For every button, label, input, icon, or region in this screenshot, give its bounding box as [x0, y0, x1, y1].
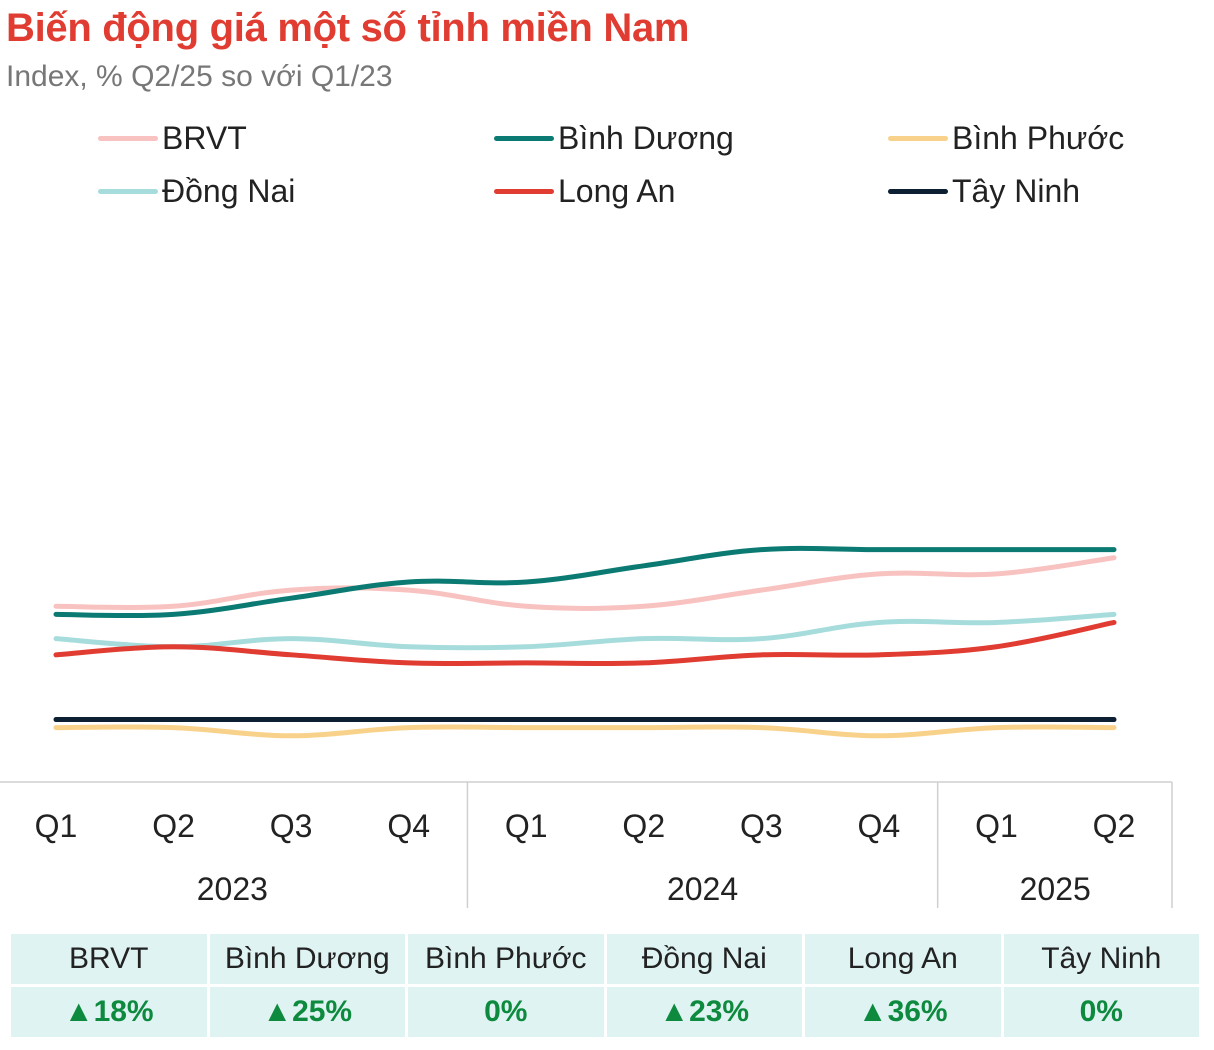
legend-label: Tây Ninh [952, 173, 1081, 209]
legend-swatch [98, 189, 158, 194]
series-line-brvt [53, 555, 1117, 611]
legend: BRVT Bình Dương Bình Phước Đồng Nai Long… [0, 110, 1214, 230]
legend-item-long-an: Long An [494, 173, 675, 210]
x-tick-label: Q2 [1093, 808, 1136, 844]
summary-value-cell: ▲23% [606, 987, 802, 1037]
summary-header-cell: Bình Dương [209, 934, 405, 984]
x-tick-label: Q4 [387, 808, 430, 844]
summary-header-cell: Tây Ninh [1003, 934, 1199, 984]
summary-value-cell: 0% [408, 987, 604, 1037]
legend-swatch [888, 136, 948, 141]
chart-title: Biến động giá một số tỉnh miền Nam [6, 6, 690, 50]
summary-header-cell: Long An [805, 934, 1001, 984]
legend-label: Bình Phước [952, 120, 1125, 156]
legend-swatch [98, 136, 158, 141]
x-tick-label: Q1 [505, 808, 548, 844]
x-tick-label: Q3 [270, 808, 313, 844]
legend-item-binh-duong: Bình Dương [494, 120, 734, 157]
summary-value-row: ▲18% ▲25% 0% ▲23% ▲36% 0% [11, 987, 1199, 1037]
legend-item-binh-phuoc: Bình Phước [888, 120, 1124, 157]
summary-value-cell: 0% [1003, 987, 1199, 1037]
summary-value-cell: ▲18% [11, 987, 207, 1037]
legend-label: Long An [558, 173, 676, 209]
year-label: 2024 [667, 871, 738, 907]
year-label: 2025 [1020, 871, 1091, 907]
series-line-long-an [53, 619, 1117, 667]
legend-label: BRVT [162, 120, 247, 156]
summary-header-row: BRVT Bình Dương Bình Phước Đồng Nai Long… [11, 934, 1199, 984]
x-tick-label: Q2 [152, 808, 195, 844]
legend-swatch [494, 189, 554, 194]
summary-table: BRVT Bình Dương Bình Phước Đồng Nai Long… [8, 934, 1202, 1037]
legend-swatch [494, 136, 554, 141]
series-line-dong-nai [53, 611, 1117, 651]
year-label: 2023 [197, 871, 268, 907]
legend-item-brvt: BRVT [98, 120, 247, 157]
legend-item-tay-ninh: Tây Ninh [888, 173, 1080, 210]
summary-header-cell: BRVT [11, 934, 207, 984]
summary-header-cell: Đồng Nai [606, 934, 802, 984]
series-line-binh-phuoc [53, 724, 1117, 739]
summary-value-cell: ▲36% [805, 987, 1001, 1037]
x-tick-label: Q2 [622, 808, 665, 844]
x-tick-label: Q1 [35, 808, 78, 844]
summary-value-cell: ▲25% [209, 987, 405, 1037]
series-line-binh-duong [53, 545, 1117, 619]
chart-subtitle: Index, % Q2/25 so với Q1/23 [6, 60, 393, 93]
legend-label: Đồng Nai [162, 173, 296, 209]
x-tick-label: Q3 [740, 808, 783, 844]
legend-item-dong-nai: Đồng Nai [98, 173, 295, 210]
summary-header-cell: Bình Phước [408, 934, 604, 984]
x-tick-label: Q4 [858, 808, 901, 844]
legend-swatch [888, 189, 948, 194]
legend-label: Bình Dương [558, 120, 734, 156]
x-tick-label: Q1 [975, 808, 1018, 844]
